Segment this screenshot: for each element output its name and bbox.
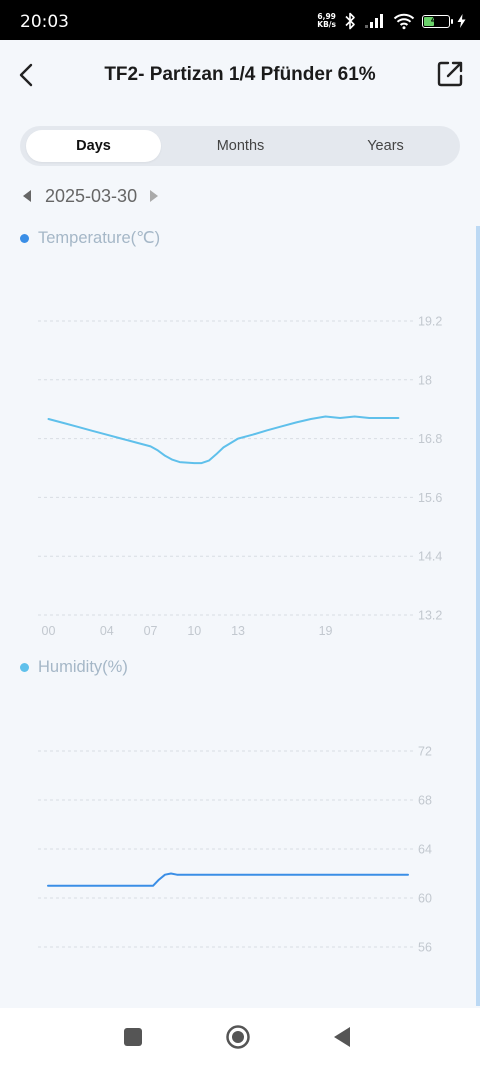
bluetooth-icon	[345, 12, 355, 30]
series-line	[47, 872, 409, 887]
wifi-icon	[393, 13, 415, 30]
series-line	[47, 415, 400, 465]
humidity-chart: 72 68 64 60 56	[38, 745, 432, 955]
status-bar: 20:03 6,99 KB/s 44	[0, 0, 480, 40]
y-tick-label: 14.4	[418, 550, 442, 564]
previous-date-icon[interactable]	[20, 189, 34, 203]
x-tick-label: 19	[319, 624, 333, 638]
scrollbar[interactable]	[476, 226, 480, 1006]
y-tick-label: 56	[418, 941, 432, 955]
status-time: 20:03	[20, 12, 69, 32]
current-date: 2025-03-30	[45, 185, 138, 206]
x-tick-label: 10	[187, 624, 201, 638]
y-tick-label: 19.2	[418, 315, 442, 329]
y-tick-label: 64	[418, 843, 432, 857]
recent-apps-icon[interactable]	[119, 1023, 147, 1051]
tab-months[interactable]: Months	[216, 138, 265, 154]
signal-icon	[365, 14, 383, 28]
y-tick-label: 16.8	[418, 432, 442, 446]
x-tick-label: 13	[231, 624, 245, 638]
home-icon[interactable]	[224, 1023, 252, 1051]
humidity-legend-dot	[20, 663, 29, 672]
external-share-icon[interactable]	[434, 58, 466, 90]
system-navigation-bar	[0, 1008, 480, 1067]
back-nav-icon[interactable]	[328, 1023, 356, 1051]
network-speed: 6,99 KB/s	[317, 13, 336, 29]
y-tick-label: 13.2	[418, 609, 442, 623]
y-tick-label: 72	[418, 745, 432, 759]
temperature-legend-dot	[20, 233, 29, 243]
period-tabs: Days Months Years	[20, 126, 460, 166]
x-tick-label: 04	[100, 624, 114, 638]
header: TF2- Partizan 1/4 Pfünder 61%	[0, 40, 480, 110]
tab-days[interactable]: Days	[26, 130, 161, 162]
humidity-legend: Humidity(%)	[20, 658, 128, 677]
y-tick-label: 18	[418, 373, 432, 387]
page-title: TF2- Partizan 1/4 Pfünder 61%	[104, 64, 376, 85]
battery-icon: 44	[422, 14, 453, 28]
status-icons: 6,99 KB/s 44	[317, 10, 466, 32]
network-speed-value: 6,99	[317, 12, 336, 21]
y-tick-label: 15.6	[418, 491, 442, 505]
temperature-chart-title: Temperature(℃)	[38, 229, 161, 247]
network-speed-unit: KB/s	[317, 20, 336, 29]
temperature-legend: Temperature(℃)	[20, 228, 160, 248]
temperature-chart: 19.2 18 16.8 15.6 14.4 13.2 00 04 07 10 13 19	[38, 315, 442, 638]
battery-fill	[424, 16, 435, 26]
y-tick-label: 60	[418, 892, 432, 906]
battery-level: 44	[430, 14, 441, 25]
chevron-left-icon[interactable]	[12, 60, 42, 90]
y-tick-label: 68	[418, 794, 432, 808]
x-tick-label: 00	[42, 624, 56, 638]
date-navigation: 2025-03-30	[20, 182, 161, 210]
tab-years[interactable]: Years	[367, 138, 404, 154]
charging-icon	[457, 14, 466, 28]
x-tick-label: 07	[144, 624, 158, 638]
next-date-icon[interactable]	[147, 189, 161, 203]
humidity-chart-title: Humidity(%)	[38, 658, 128, 676]
